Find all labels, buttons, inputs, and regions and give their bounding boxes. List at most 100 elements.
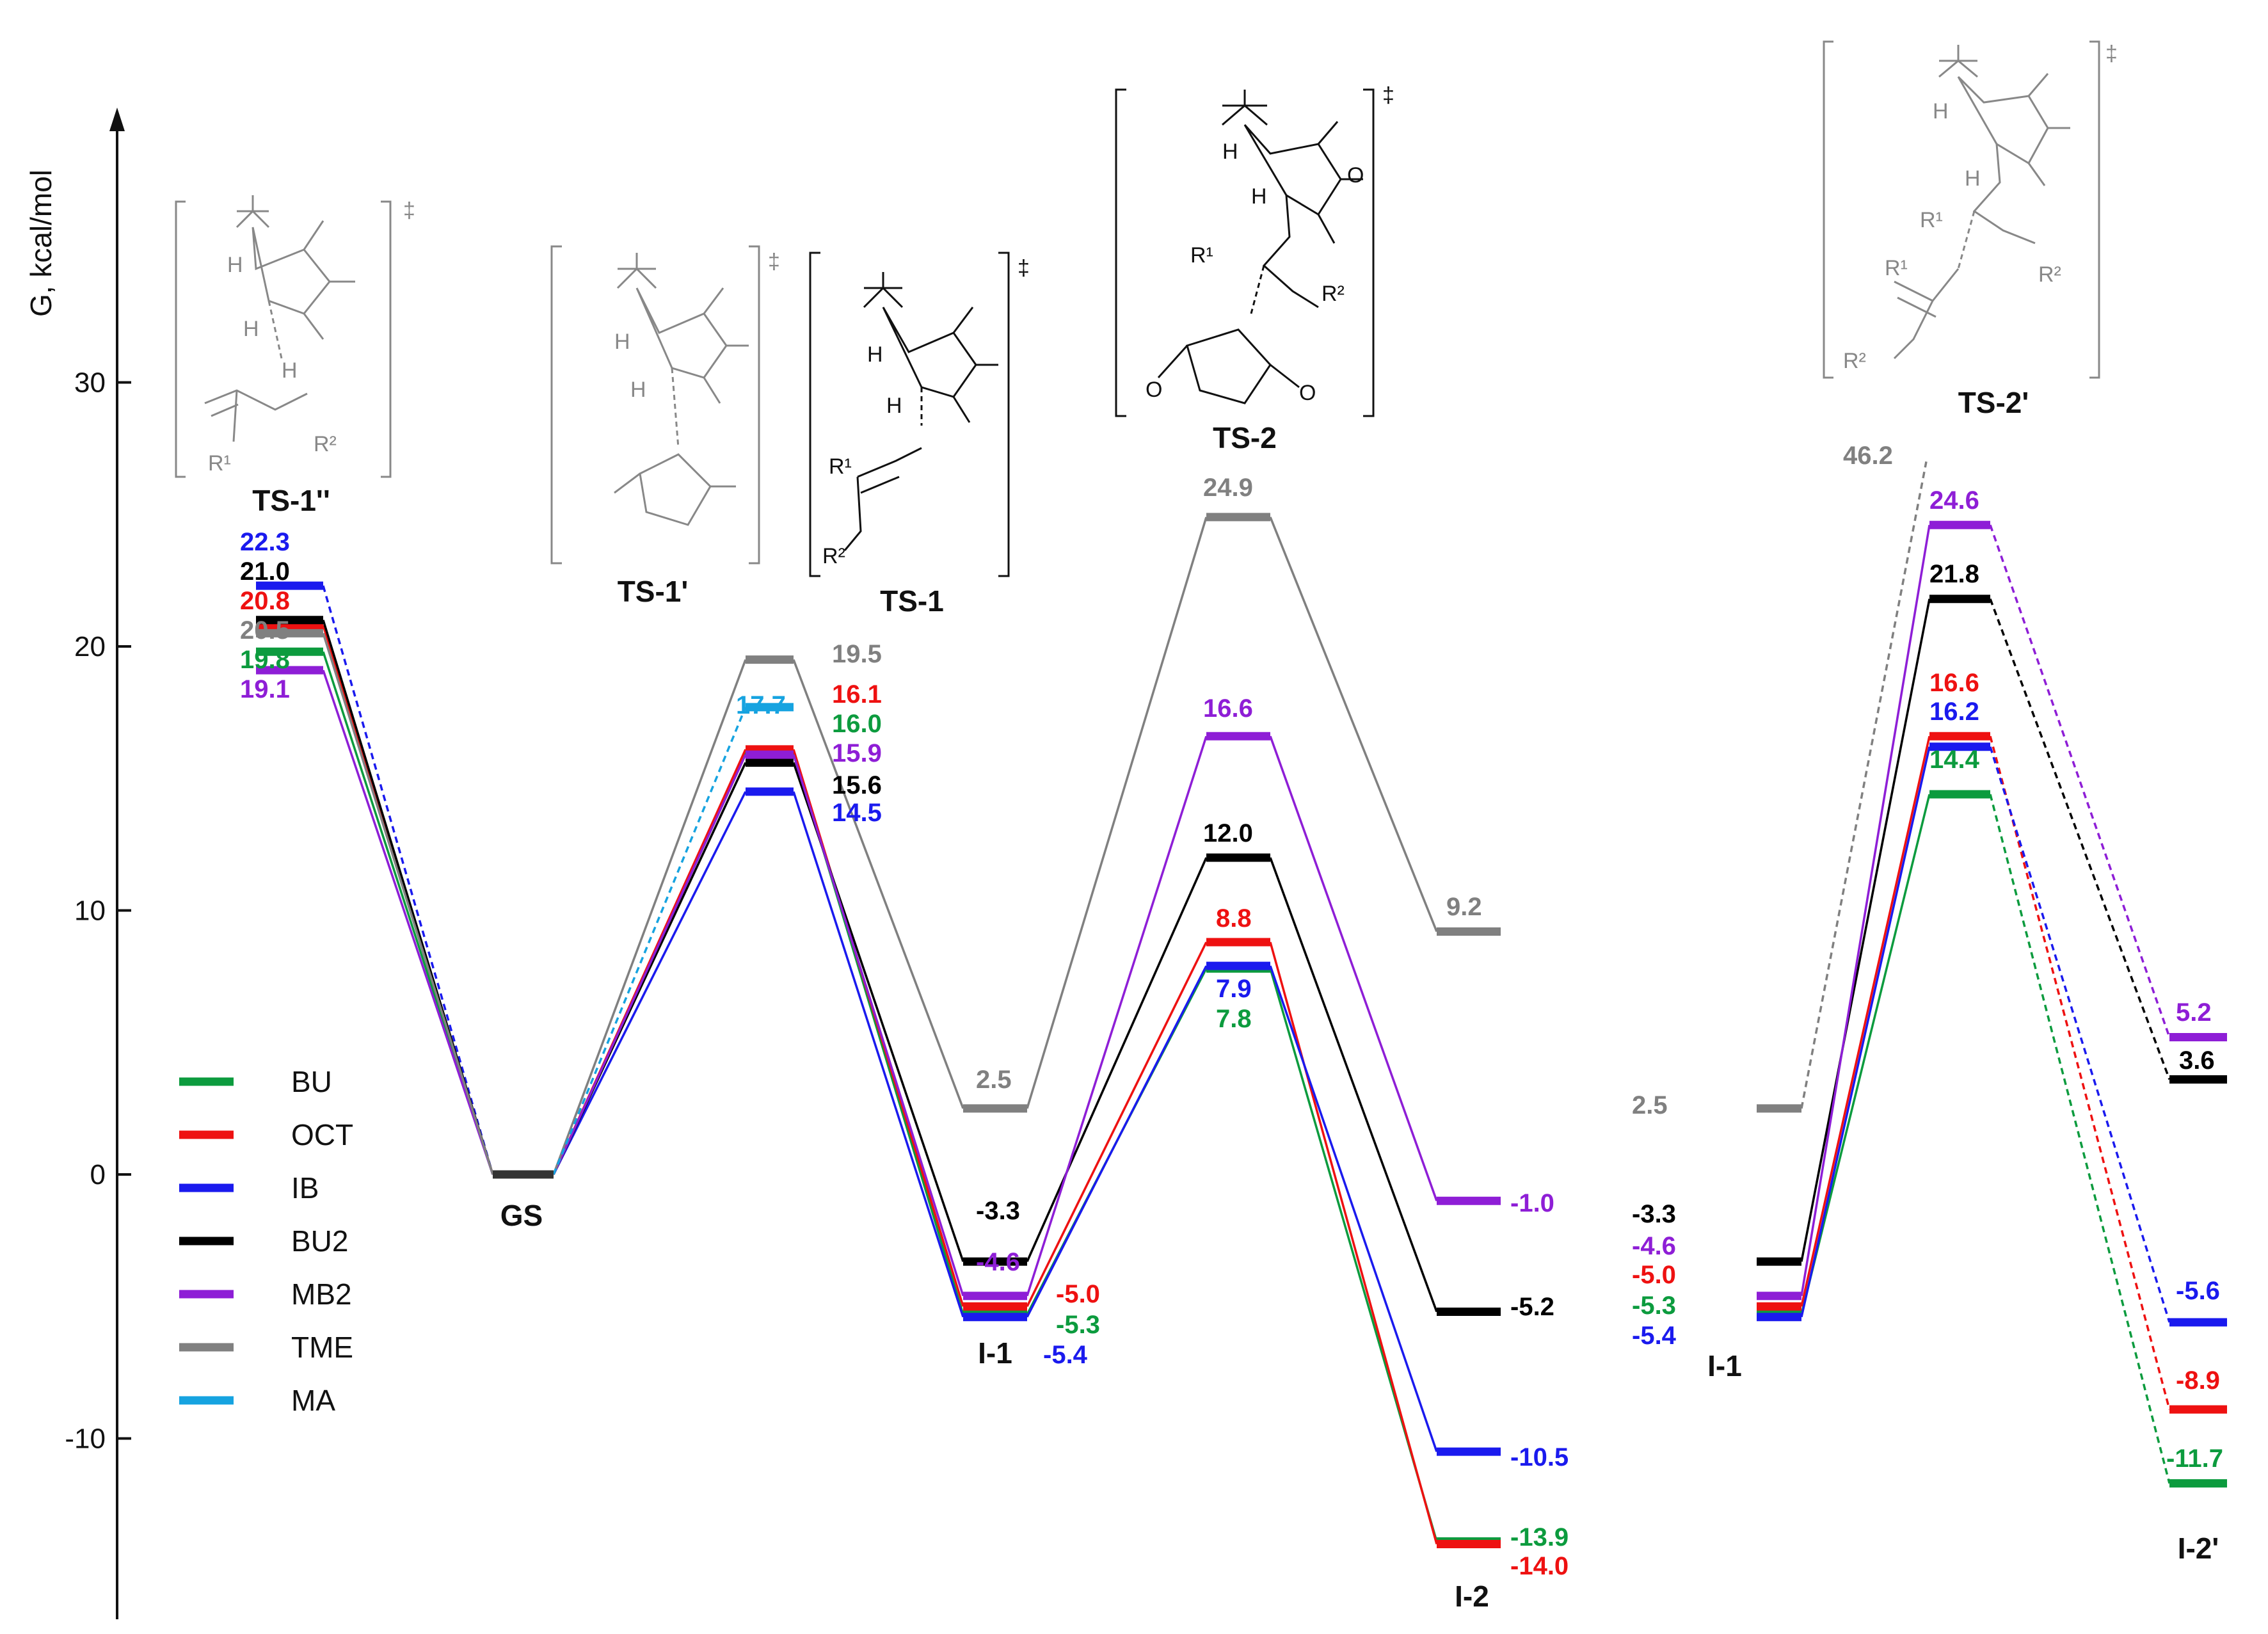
ts2p-r2b: R² [1843, 349, 1866, 373]
connector-MB2 [552, 754, 747, 1175]
value-label-IB-I2p: -5.6 [2176, 1277, 2220, 1305]
ts1-h2: H [886, 394, 902, 418]
legend-label-OCT: OCT [291, 1118, 353, 1151]
y-tick-label: 30 [74, 367, 106, 399]
ts2-r1: R¹ [1190, 243, 1213, 268]
value-label-TME-TS2p: 46.2 [1843, 442, 1893, 470]
value-label-MA-TS1: 17.7 [736, 691, 786, 719]
state-label-GS: GS [500, 1199, 543, 1232]
value-label-BU-I2: -13.9 [1510, 1523, 1569, 1551]
value-label-BU-I1b: -5.3 [1632, 1292, 1676, 1320]
y-axis-label: G, kcal/mol [24, 170, 58, 317]
ts1pp-r1: R¹ [208, 451, 231, 476]
value-label-IB-TS2: 7.9 [1216, 975, 1252, 1003]
structure-ts1 [809, 252, 1010, 577]
ts1p-h1: H [614, 330, 630, 354]
ts1p-title: TS-1' [618, 575, 689, 608]
value-label-OCT-TS2: 8.8 [1216, 904, 1252, 933]
ts2-o2: O [1146, 378, 1162, 402]
structure-ts2 [1115, 88, 1375, 417]
ts1-r1: R¹ [829, 454, 852, 479]
ts2-h2: H [1251, 184, 1267, 209]
connector-MB2 [1269, 735, 1438, 1201]
value-label-BU-TS2p: 14.4 [1929, 746, 1980, 774]
ts1pp-dagger: ‡ [403, 198, 415, 223]
value-label-TME-TS1pp: 20.5 [240, 616, 290, 645]
connector-IB [1269, 965, 1438, 1452]
value-label-BU2-I1b: -3.3 [1632, 1200, 1676, 1228]
ts2-dagger: ‡ [1382, 83, 1394, 108]
ts2p-r1b: R¹ [1885, 256, 1908, 280]
connector-TME-offscale [1800, 461, 1928, 1109]
connector-BU [1989, 794, 2171, 1484]
state-label-I2p: I-2' [2178, 1532, 2219, 1565]
ts2p-dagger: ‡ [2105, 42, 2118, 66]
connector-MB2 [322, 669, 494, 1175]
ts1p-h2: H [630, 378, 646, 402]
connector-IB [552, 791, 747, 1175]
connector-MB2 [792, 754, 964, 1297]
value-label-OCT-I2p: -8.9 [2176, 1366, 2220, 1395]
value-label-TME-I1: 2.5 [976, 1066, 1012, 1094]
value-label-MB2-TS2p: 24.6 [1929, 486, 1979, 515]
value-label-MB2-TS2: 16.6 [1203, 694, 1253, 723]
value-label-IB-I1: -5.4 [1043, 1341, 1088, 1369]
ts2p-r2a: R² [2038, 262, 2061, 287]
connector-MB2 [1026, 735, 1208, 1297]
y-tick-label: 10 [74, 895, 106, 927]
connector-OCT [1800, 735, 1931, 1307]
legend-label-BU: BU [291, 1065, 332, 1098]
structure-ts1pp [175, 195, 392, 478]
connector-TME [322, 632, 494, 1175]
value-label-BU2-TS1pp: 21.0 [240, 557, 290, 586]
connector-IB [322, 585, 494, 1175]
value-label-OCT-I1: -5.0 [1056, 1280, 1100, 1308]
state-label-I1: I-1 [978, 1336, 1012, 1370]
connector-TME [792, 659, 964, 1109]
ts1-r2: R² [822, 544, 845, 568]
structure-ts2p [1823, 40, 2100, 379]
ts1-title: TS-1 [880, 584, 944, 618]
ts1pp-h3: H [282, 358, 298, 383]
value-label-BU-I2p: -11.7 [2166, 1445, 2223, 1473]
connector-OCT [1989, 735, 2171, 1410]
ts1pp-title: TS-1'' [252, 484, 330, 517]
value-label-MB2-I2: -1.0 [1510, 1189, 1554, 1217]
ts1pp-r2: R² [314, 432, 337, 456]
value-label-BU-TS1pp: 19.8 [240, 646, 290, 674]
value-label-BU-TS2: 7.8 [1216, 1005, 1252, 1033]
value-label-BU2-TS1: 15.6 [832, 771, 882, 799]
connector-TME [552, 659, 747, 1175]
value-label-TME-I1b: 2.5 [1632, 1091, 1668, 1119]
value-label-IB-I2: -10.5 [1510, 1443, 1569, 1471]
ts2p-r1a: R¹ [1920, 208, 1943, 232]
value-label-TME-I2: 9.2 [1446, 893, 1482, 921]
state-label-I1b: I-1 [1707, 1349, 1742, 1382]
legend-label-MA: MA [291, 1384, 335, 1417]
ts2-r2: R² [1322, 282, 1345, 306]
value-label-TME-TS2: 24.9 [1203, 474, 1253, 502]
connector-BU2 [1989, 598, 2171, 1080]
legend-label-MB2: MB2 [291, 1278, 352, 1311]
value-label-IB-TS1: 14.5 [832, 799, 882, 827]
connector-MB2 [1800, 524, 1931, 1297]
ts1pp-h2: H [243, 317, 259, 341]
state-label-I2: I-2 [1455, 1580, 1489, 1613]
value-label-BU-TS1: 16.0 [832, 710, 882, 738]
value-label-BU2-TS2p: 21.8 [1929, 560, 1979, 588]
value-label-BU2-I2p: 3.6 [2179, 1046, 2215, 1075]
ts2-o3: O [1299, 381, 1316, 405]
connector-MB2 [1989, 524, 2171, 1038]
value-label-OCT-TS1: 16.1 [832, 680, 882, 709]
ts2p-title: TS-2' [1958, 386, 2029, 419]
value-label-IB-I1b: -5.4 [1632, 1322, 1677, 1350]
connector-OCT [1026, 941, 1208, 1308]
value-label-OCT-TS2p: 16.6 [1929, 669, 1979, 697]
ts1p-dagger: ‡ [768, 250, 780, 274]
value-label-MB2-TS1: 15.9 [832, 739, 882, 767]
value-label-OCT-I2: -14.0 [1510, 1552, 1569, 1580]
value-label-TME-TS1: 19.5 [832, 640, 882, 668]
ts1pp-h1: H [227, 253, 243, 277]
connector-BU2 [1800, 598, 1931, 1262]
